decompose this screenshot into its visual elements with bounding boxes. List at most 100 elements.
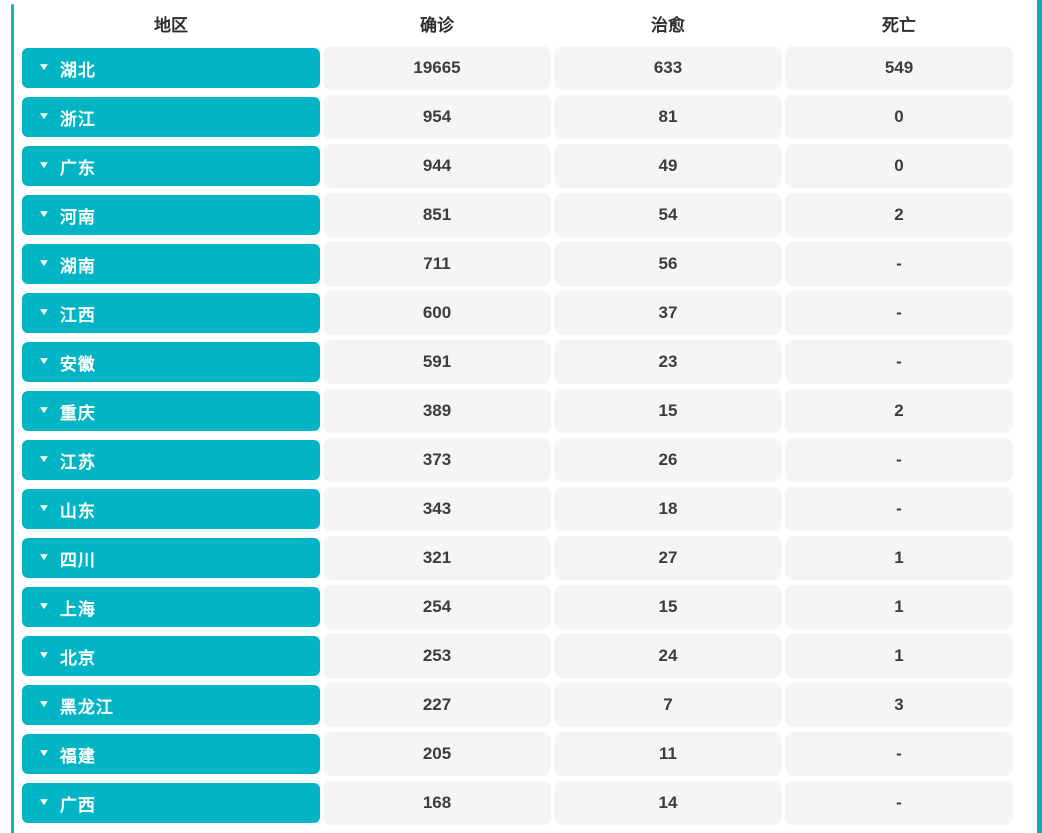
page-frame-left-border [11,4,14,833]
table-row: ▼ 江苏 373 26 - [22,438,1013,482]
region-label: 福建 [59,746,96,766]
chevron-down-icon: ▼ [37,503,51,514]
chevron-down-icon: ▼ [37,111,51,122]
table-body: ▼ 湖北 19665 633 549 ▼ 浙江 954 81 0 ▼ 广东 94… [22,46,1013,825]
chevron-down-icon: ▼ [37,699,51,710]
table-row: ▼ 广东 944 49 0 [22,144,1013,188]
region-expand-button[interactable]: ▼ 湖南 [22,244,320,284]
chevron-down-icon: ▼ [37,356,51,367]
confirmed-cell: 591 [323,340,551,384]
region-expand-button[interactable]: ▼ 浙江 [22,97,320,137]
region-label: 四川 [59,550,96,570]
dead-cell: - [785,291,1013,335]
region-expand-button[interactable]: ▼ 黑龙江 [22,685,320,725]
confirmed-cell: 373 [323,438,551,482]
chevron-down-icon: ▼ [37,405,51,416]
table-row: ▼ 安徽 591 23 - [22,340,1013,384]
column-header-region: 地区 [154,15,188,35]
cured-cell: 18 [554,487,782,531]
confirmed-cell: 253 [323,634,551,678]
table-row: ▼ 山东 343 18 - [22,487,1013,531]
cured-cell: 23 [554,340,782,384]
region-expand-button[interactable]: ▼ 江西 [22,293,320,333]
cured-cell: 633 [554,46,782,90]
confirmed-cell: 321 [323,536,551,580]
cured-cell: 14 [554,781,782,825]
region-label: 湖南 [59,256,96,276]
dead-cell: - [785,340,1013,384]
confirmed-cell: 254 [323,585,551,629]
table-row: ▼ 重庆 389 15 2 [22,389,1013,433]
region-expand-button[interactable]: ▼ 福建 [22,734,320,774]
region-stats-table: 地区 确诊 治愈 死亡 ▼ 湖北 19665 633 549 ▼ 浙江 954 … [22,6,1013,830]
region-expand-button[interactable]: ▼ 河南 [22,195,320,235]
region-expand-button[interactable]: ▼ 江苏 [22,440,320,480]
chevron-down-icon: ▼ [37,209,51,220]
cured-cell: 37 [554,291,782,335]
dead-cell: 1 [785,536,1013,580]
confirmed-cell: 851 [323,193,551,237]
region-expand-button[interactable]: ▼ 上海 [22,587,320,627]
chevron-down-icon: ▼ [37,797,51,808]
chevron-down-icon: ▼ [37,601,51,612]
table-row: ▼ 福建 205 11 - [22,732,1013,776]
dead-cell: 549 [785,46,1013,90]
dead-cell: 1 [785,634,1013,678]
region-label: 江苏 [59,452,96,472]
table-row: ▼ 上海 254 15 1 [22,585,1013,629]
region-label: 河南 [59,207,96,227]
table-row: ▼ 湖南 711 56 - [22,242,1013,286]
region-label: 广东 [59,158,96,178]
cured-cell: 27 [554,536,782,580]
confirmed-cell: 944 [323,144,551,188]
region-label: 广西 [59,795,96,815]
region-label: 山东 [59,501,96,521]
table-row: ▼ 黑龙江 227 7 3 [22,683,1013,727]
chevron-down-icon: ▼ [37,307,51,318]
cured-cell: 56 [554,242,782,286]
region-expand-button[interactable]: ▼ 四川 [22,538,320,578]
chevron-down-icon: ▼ [37,160,51,171]
table-row: ▼ 四川 321 27 1 [22,536,1013,580]
region-expand-button[interactable]: ▼ 安徽 [22,342,320,382]
cured-cell: 11 [554,732,782,776]
region-label: 湖北 [59,60,96,80]
dead-cell: - [785,781,1013,825]
region-expand-button[interactable]: ▼ 湖北 [22,48,320,88]
region-label: 浙江 [59,109,96,129]
table-row: ▼ 浙江 954 81 0 [22,95,1013,139]
region-expand-button[interactable]: ▼ 广东 [22,146,320,186]
table-row: ▼ 江西 600 37 - [22,291,1013,335]
column-header-cured: 治愈 [651,15,685,35]
column-header-dead: 死亡 [882,15,916,35]
region-label: 北京 [59,648,96,668]
region-label: 江西 [59,305,96,325]
dead-cell: 3 [785,683,1013,727]
chevron-down-icon: ▼ [37,650,51,661]
chevron-down-icon: ▼ [37,454,51,465]
region-expand-button[interactable]: ▼ 山东 [22,489,320,529]
confirmed-cell: 19665 [323,46,551,90]
dead-cell: 0 [785,95,1013,139]
region-label: 安徽 [59,354,96,374]
cured-cell: 54 [554,193,782,237]
table-row: ▼ 广西 168 14 - [22,781,1013,825]
page-frame-right-border [1037,0,1042,833]
dead-cell: 2 [785,193,1013,237]
chevron-down-icon: ▼ [37,748,51,759]
table-header-row: 地区 确诊 治愈 死亡 [22,6,1013,40]
chevron-down-icon: ▼ [37,62,51,73]
cured-cell: 15 [554,389,782,433]
region-label: 黑龙江 [59,697,114,717]
region-label: 重庆 [59,403,96,423]
table-row: ▼ 河南 851 54 2 [22,193,1013,237]
cured-cell: 7 [554,683,782,727]
region-expand-button[interactable]: ▼ 广西 [22,783,320,823]
table-row: ▼ 湖北 19665 633 549 [22,46,1013,90]
cured-cell: 24 [554,634,782,678]
region-expand-button[interactable]: ▼ 重庆 [22,391,320,431]
dead-cell: - [785,242,1013,286]
confirmed-cell: 205 [323,732,551,776]
region-expand-button[interactable]: ▼ 北京 [22,636,320,676]
